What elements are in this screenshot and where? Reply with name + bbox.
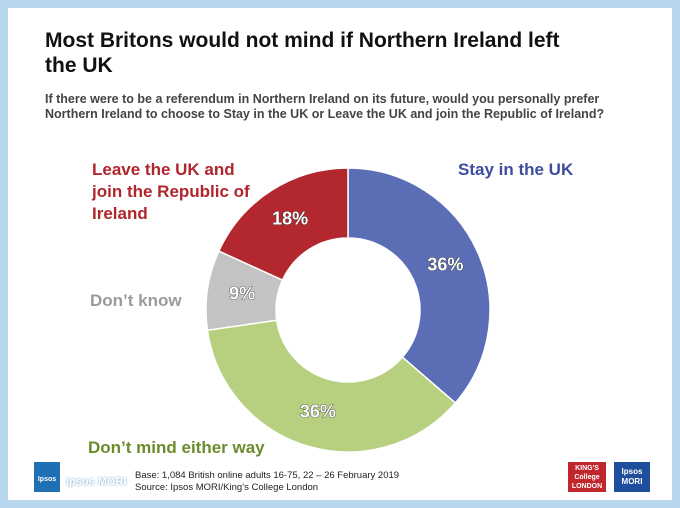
donut-segment — [347, 167, 491, 405]
category-label: Don’t know — [90, 291, 182, 310]
value-label: 36% — [300, 401, 336, 421]
category-label: Leave the UK and join the Republic of Ir… — [92, 160, 250, 223]
ipsos-mori-text: Ipsos MORI — [66, 476, 127, 488]
ipsos-mori-logo: Ipsos MORI — [614, 462, 650, 492]
donut-segment — [217, 167, 349, 282]
category-label: Don’t mind either way — [88, 438, 265, 457]
value-label: 18% — [272, 209, 308, 229]
base-note: Base: 1,084 British online adults 16-75,… — [135, 470, 400, 481]
value-label: 36% — [427, 254, 463, 274]
chart-title: Most Britons would not mind if Northern … — [45, 29, 560, 77]
donut-segment — [206, 319, 457, 453]
value-label: 9% — [229, 284, 255, 304]
chart-subtitle: If there were to be a referendum in Nort… — [45, 92, 605, 121]
source-note: Source: Ipsos MORI/King’s College London — [135, 482, 319, 493]
category-label: Stay in the UK — [458, 160, 574, 179]
ipsos-icon: Ipsos — [34, 462, 60, 492]
kings-logo: KING'S College LONDON — [568, 462, 606, 492]
